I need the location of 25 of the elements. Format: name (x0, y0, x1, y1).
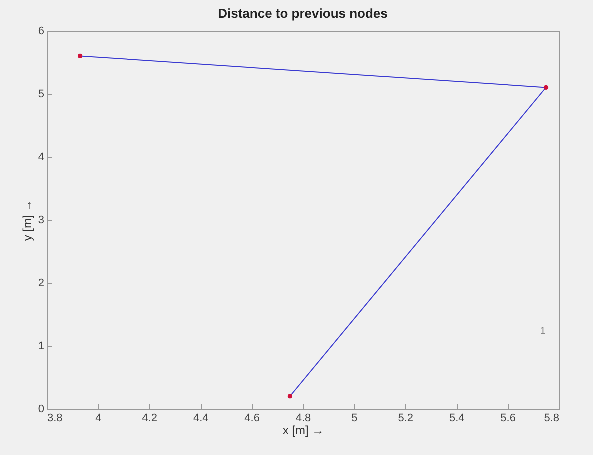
point (288, 394, 293, 399)
y-tick-label: 1 (38, 340, 44, 352)
x-tick-label: 4.8 (296, 412, 312, 424)
point (78, 54, 83, 59)
x-tick-label: 4.2 (142, 412, 158, 424)
y-tick-label: 0 (38, 404, 44, 416)
point (544, 85, 549, 90)
x-axis-title: x [m] → (282, 424, 324, 438)
annotation: 1 (540, 326, 546, 337)
x-tick-label: 4.6 (244, 412, 260, 424)
y-tick-label: 3 (38, 214, 44, 226)
x-tick-label: 5 (352, 412, 358, 424)
x-tick-label: 4 (96, 412, 102, 424)
x-tick-label: 3.8 (48, 412, 63, 424)
x-tick-label: 4.4 (193, 412, 209, 424)
x-tick-label: 5.2 (398, 412, 414, 424)
y-tick-label: 4 (38, 152, 44, 164)
x-tick-label: 5.4 (449, 412, 465, 424)
y-tick-label: 2 (38, 278, 44, 290)
x-tick-label: 5.6 (500, 412, 516, 424)
chart-title: Distance to previous nodes (218, 6, 388, 21)
x-tick-label: 5.8 (544, 412, 560, 424)
y-axis-title: y [m] → (20, 200, 34, 242)
y-tick-label: 5 (38, 88, 44, 100)
y-tick-label: 6 (38, 26, 44, 38)
